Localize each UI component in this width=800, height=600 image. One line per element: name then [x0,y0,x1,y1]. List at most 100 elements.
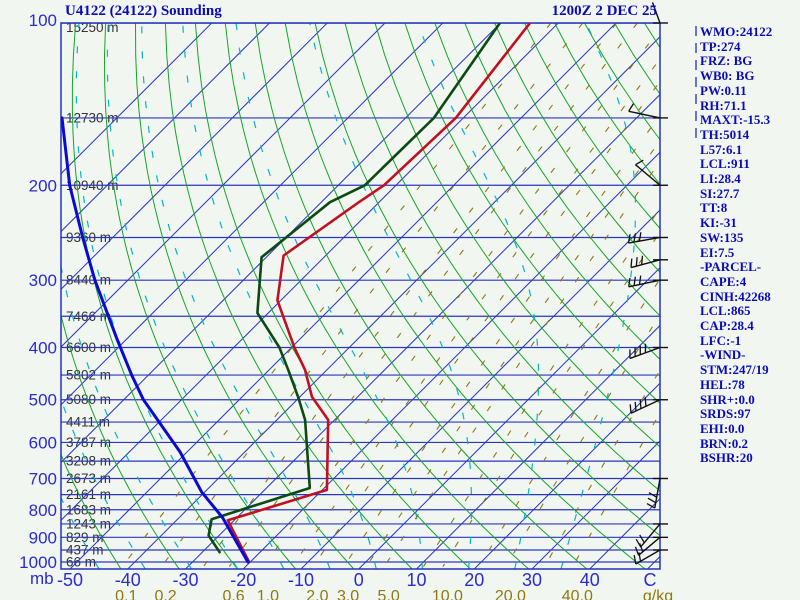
panel-line: KI:-31 [700,215,737,231]
mixing-ratio-line [312,80,660,567]
temp-tick-label: -30 [172,570,198,590]
mixing-tick-label: 1.0 [257,588,279,600]
isotherm-line [473,382,660,569]
panel-line: WMO:24122 [700,24,773,39]
barb-speed-tick [628,277,631,287]
pressure-tick-label: 100 [29,11,57,30]
panel-line: PW:0.11 [700,82,747,98]
barb-staff [628,236,661,244]
panel-line: HEL:78 [700,376,745,392]
panel-line: SRDS:97 [700,406,751,422]
isotherm-line [531,440,660,569]
mixing-tick-label: 0.2 [154,588,176,600]
panel-line: WB0: BG [700,68,755,84]
panel-line: -WIND- [700,347,746,363]
barb-staff [630,259,661,269]
pressure-tick-label: 900 [29,528,57,547]
isotherm-line [61,23,386,348]
barb-staff [640,523,661,548]
mixing-unit-label: g/kg [643,588,673,600]
chart-datetime: 1200Z 2 DEC 25 [551,3,657,19]
panel-line: LCL:911 [700,156,750,172]
mixing-ratio-line [478,277,660,567]
pressure-unit-label: mb [30,569,54,588]
panel-line: TH:5014 [700,126,750,142]
moist-adiabat-line [61,397,146,569]
chart-title: U4122 (24122) Sounding [65,3,222,19]
mixing-ratio-line [505,313,660,567]
pressure-tick-label: 500 [29,391,57,410]
indices-panel: WMO:24122 TP:274 FRZ: BG WB0: BG PW:0.11 RH:7… [700,24,773,466]
mixing-ratio-line [263,28,660,567]
moist-adiabat-line [560,23,637,569]
barb-speed-tick [638,275,642,285]
pressure-tick-label: 700 [29,470,57,489]
isotherm-line [416,324,660,569]
temp-tick-label: 20 [464,570,484,590]
panel-line: L57:6.1 [700,141,743,157]
mixing-ratio-line [291,58,660,567]
panel-line: CAP:28.4 [700,318,754,334]
barb-speed-tick [635,257,638,267]
barb-staff [654,478,661,509]
barb-staff [628,110,661,119]
dry-adiabat-line [61,313,180,569]
barb-staff [635,549,661,565]
temp-tick-label: -40 [115,570,141,590]
isotherm-line [61,23,559,521]
pressure-tick-label: 600 [29,433,57,452]
dry-adiabat-line [284,23,646,569]
temp-tick-label: 10 [406,570,426,590]
moist-adiabat-line [417,23,540,569]
mixing-ratio-line [228,23,638,567]
dry-adiabat-line [464,23,660,317]
isotherm-line [61,23,501,464]
isotherm-line [61,23,328,290]
panel-line: -PARCEL- [700,259,762,275]
barb-speed-tick [639,399,642,409]
mixing-tick-label: 5.0 [378,588,400,600]
isotherm-line [358,267,660,569]
pressure-tick-label: 200 [29,176,57,195]
barb-speed-tick [627,234,631,244]
moist-adiabat-line [61,263,192,569]
barb-speed-tick [646,502,656,509]
temp-tick-label: 30 [522,570,542,590]
mixing-tick-label: 40.0 [562,588,593,600]
isotherm-line [127,36,660,569]
panel-line: CINH:42268 [700,288,771,304]
barb-speed-tick [630,258,633,268]
panel-line: MAXT:-15.3 [700,112,771,128]
isotherm-line [61,23,270,233]
isotherm-line [61,23,213,175]
temp-tick-label: -10 [288,570,314,590]
pressure-tick-label: 1000 [19,553,57,572]
barb-speed-tick [635,159,644,166]
isotherm-line [69,23,617,569]
moist-adiabat-line [106,23,285,569]
panel-line: EHI:0.0 [700,420,745,436]
barb-staff [651,2,661,24]
barb-speed-tick [639,543,644,553]
mixing-tick-label: 3.0 [337,588,359,600]
moist-adiabat-line [309,23,473,569]
panel-line: BSHR:20 [700,450,753,466]
mixing-tick-label: 2.0 [306,588,328,600]
mixing-tick-label: 0.6 [222,588,244,600]
dry-adiabat-line [103,23,296,569]
temp-tick-label: -20 [230,570,256,590]
mixing-ratio-line [160,23,584,567]
barb-staff [629,346,661,360]
panel-line: FRZ: BG [700,53,753,69]
moist-adiabat-line [75,23,239,569]
pressure-tick-label: 800 [29,501,57,520]
barb-speed-tick [634,546,640,556]
dry-adiabat-line [314,23,660,537]
mixing-ratio-line [442,231,660,567]
barb-staff [628,279,661,288]
temp-tick-label: 0 [354,570,364,590]
temperature-curve [226,23,532,564]
sounding-curves [61,23,532,564]
grid-lines [61,23,660,569]
panel-line: SW:135 [700,229,744,245]
